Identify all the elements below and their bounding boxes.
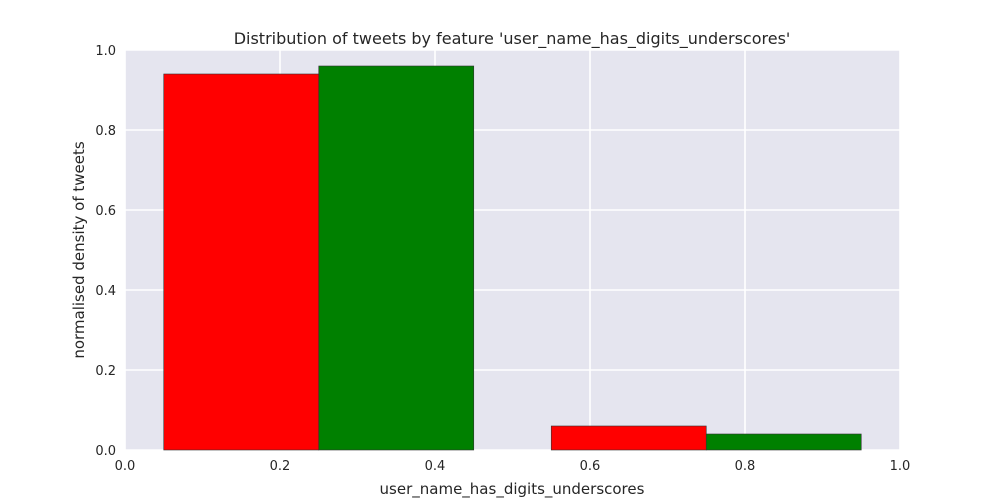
x-axis-ticks: 0.0 0.2 0.4 0.6 0.8 1.0: [115, 459, 911, 474]
y-tick-label-3: 0.6: [95, 204, 116, 219]
y-axis-ticks: 0.0 0.2 0.4 0.6 0.8 1.0: [95, 44, 116, 459]
y-tick-label-0: 0.0: [95, 444, 116, 459]
y-axis-label: normalised density of tweets: [70, 141, 88, 359]
bars-group: [163, 65, 862, 451]
x-tick-label-5: 1.0: [890, 459, 911, 474]
x-tick-label-1: 0.2: [270, 459, 291, 474]
x-axis-label: user_name_has_digits_underscores: [380, 480, 645, 499]
y-tick-label-4: 0.8: [95, 124, 116, 139]
x-tick-label-2: 0.4: [425, 459, 446, 474]
bar-3: [705, 433, 862, 451]
bar-1: [318, 65, 475, 451]
y-tick-label-2: 0.4: [95, 284, 116, 299]
x-tick-label-4: 0.8: [735, 459, 756, 474]
bar-2: [550, 425, 707, 451]
bar-0: [163, 73, 320, 451]
chart-title: Distribution of tweets by feature 'user_…: [234, 29, 791, 49]
y-tick-label-5: 1.0: [95, 44, 116, 59]
y-tick-label-1: 0.2: [95, 364, 116, 379]
x-tick-label-0: 0.0: [115, 459, 136, 474]
x-tick-label-3: 0.6: [580, 459, 601, 474]
